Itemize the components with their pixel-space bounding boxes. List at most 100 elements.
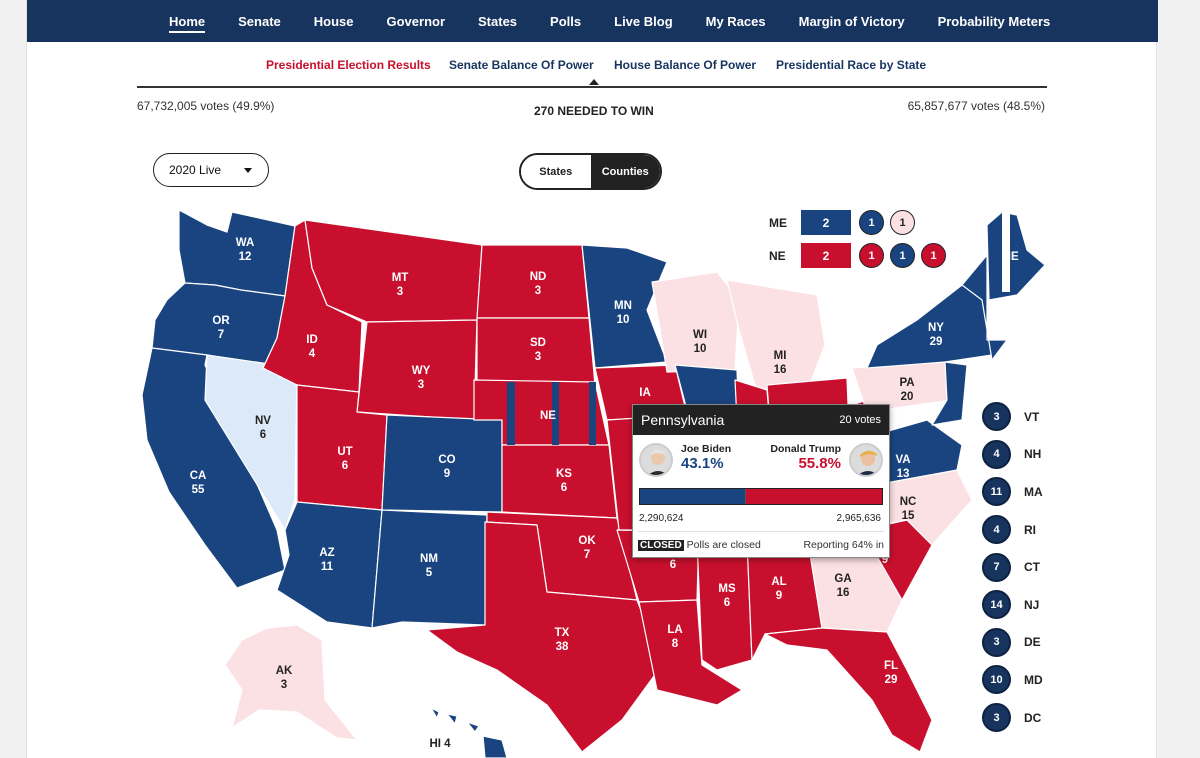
nav-house[interactable]: House bbox=[313, 13, 354, 29]
subnav-senate-balance[interactable]: Senate Balance Of Power bbox=[449, 58, 594, 72]
state-ak[interactable] bbox=[224, 624, 358, 741]
label-ut-abbr: UT bbox=[337, 446, 352, 458]
label-nv-abbr: NV bbox=[255, 415, 271, 427]
label-ak: AK 3 bbox=[276, 665, 293, 691]
electoral-progress-line bbox=[137, 79, 1047, 88]
label-mt: MT 3 bbox=[392, 272, 409, 298]
nav-governor[interactable]: Governor bbox=[386, 13, 446, 29]
label-nc-ev: 15 bbox=[902, 510, 915, 522]
label-ak-ev: 3 bbox=[281, 679, 287, 691]
bar-divider bbox=[745, 489, 747, 504]
small-state-ma[interactable]: 11 MA bbox=[982, 473, 1043, 511]
small-state-dc[interactable]: 3 DC bbox=[982, 699, 1043, 737]
rep-candidate-avatar bbox=[849, 443, 883, 477]
state-mt[interactable] bbox=[304, 219, 483, 323]
state-ks[interactable] bbox=[501, 444, 618, 519]
label-pa-ev: 20 bbox=[901, 391, 914, 403]
ne-statewide-box[interactable]: 2 bbox=[801, 243, 851, 268]
label-id-abbr: ID bbox=[306, 334, 318, 346]
ne-district-1 bbox=[507, 382, 515, 445]
small-state-md[interactable]: 10 MD bbox=[982, 661, 1043, 699]
small-state-de[interactable]: 3 DE bbox=[982, 624, 1043, 662]
small-state-abbr: DE bbox=[1024, 635, 1041, 650]
label-wy-abbr: WY bbox=[412, 365, 431, 377]
label-ok: OK 7 bbox=[578, 535, 596, 561]
ne-label: NE bbox=[769, 248, 786, 263]
label-mt-abbr: MT bbox=[392, 272, 409, 284]
subnav-race-by-state[interactable]: Presidential Race by State bbox=[776, 58, 927, 72]
small-state-vt[interactable]: 3 VT bbox=[982, 398, 1043, 436]
label-hi: HI 4 bbox=[429, 738, 451, 750]
label-co: CO 9 bbox=[438, 454, 455, 480]
small-state-nh[interactable]: 4 NH bbox=[982, 436, 1043, 474]
nav-my-races[interactable]: My Races bbox=[705, 13, 766, 29]
toggle-counties[interactable]: Counties bbox=[590, 155, 660, 188]
nav-live-blog[interactable]: Live Blog bbox=[614, 13, 673, 29]
label-ca: CA 55 bbox=[190, 470, 207, 496]
me-district-1[interactable]: 1 bbox=[859, 210, 884, 235]
me-statewide-box[interactable]: 2 bbox=[801, 210, 851, 235]
state-hi[interactable] bbox=[430, 707, 508, 758]
label-la-abbr: LA bbox=[667, 624, 682, 636]
state-new-england[interactable] bbox=[961, 254, 1008, 361]
small-state-nj[interactable]: 14 NJ bbox=[982, 586, 1043, 624]
label-va-ev: 13 bbox=[897, 468, 910, 480]
state-fl[interactable] bbox=[764, 627, 933, 753]
label-ga: GA 16 bbox=[834, 573, 851, 599]
nav-margin-of-victory[interactable]: Margin of Victory bbox=[798, 13, 905, 29]
closed-badge: CLOSED bbox=[638, 540, 684, 551]
nav-home[interactable]: Home bbox=[169, 13, 206, 33]
label-tx-abbr: TX bbox=[555, 627, 570, 639]
small-state-ev: 4 bbox=[982, 439, 1011, 469]
nav-probability-meters[interactable]: Probability Meters bbox=[937, 13, 1051, 29]
label-az-abbr: AZ bbox=[319, 547, 334, 559]
label-nd-abbr: ND bbox=[530, 271, 547, 283]
state-ca[interactable] bbox=[141, 347, 286, 589]
ne-district-3[interactable]: 1 bbox=[921, 243, 946, 268]
small-state-ri[interactable]: 4 RI bbox=[982, 511, 1043, 549]
ne-district-2[interactable]: 1 bbox=[890, 243, 915, 268]
person-icon bbox=[858, 450, 878, 475]
year-dropdown[interactable]: 2020 Live bbox=[153, 153, 269, 187]
small-state-abbr: NJ bbox=[1024, 597, 1040, 612]
label-fl-ev: 29 bbox=[885, 674, 898, 686]
label-al-ev: 9 bbox=[776, 590, 782, 602]
state-nj-md[interactable] bbox=[931, 361, 968, 426]
state-la[interactable] bbox=[638, 599, 743, 706]
state-wi[interactable] bbox=[651, 271, 740, 373]
label-pa-abbr: PA bbox=[899, 377, 914, 389]
nav-states[interactable]: States bbox=[478, 13, 518, 29]
subnav-house-balance[interactable]: House Balance Of Power bbox=[614, 58, 757, 72]
small-state-abbr: RI bbox=[1024, 522, 1036, 537]
state-nm[interactable] bbox=[371, 509, 488, 629]
small-state-ev: 4 bbox=[982, 515, 1011, 545]
state-tx[interactable] bbox=[426, 521, 663, 753]
label-sc: 9 bbox=[882, 554, 888, 566]
label-nd: ND 3 bbox=[530, 271, 547, 297]
label-az-ev: 11 bbox=[321, 561, 334, 573]
label-mn: MN 10 bbox=[614, 300, 632, 326]
toggle-states[interactable]: States bbox=[521, 155, 591, 188]
small-state-ev: 7 bbox=[982, 552, 1011, 582]
nav-senate[interactable]: Senate bbox=[238, 13, 281, 29]
small-state-ev: 10 bbox=[982, 665, 1011, 695]
label-wa: WA 12 bbox=[236, 237, 255, 263]
subnav-presidential-results[interactable]: Presidential Election Results bbox=[266, 58, 431, 72]
state-wa[interactable] bbox=[178, 209, 296, 297]
small-state-abbr: DC bbox=[1024, 710, 1042, 725]
label-or: OR 7 bbox=[212, 315, 230, 341]
label-ak-abbr: AK bbox=[276, 665, 293, 677]
label-co-ev: 9 bbox=[444, 468, 450, 480]
dem-popular-vote: 67,732,005 votes (49.9%) bbox=[137, 99, 275, 113]
label-fl-abbr: FL bbox=[884, 660, 898, 672]
ne-district-1[interactable]: 1 bbox=[859, 243, 884, 268]
me-district-2[interactable]: 1 bbox=[890, 210, 915, 235]
label-fl: FL 29 bbox=[884, 660, 898, 686]
nav-polls[interactable]: Polls bbox=[550, 13, 582, 29]
label-ga-abbr: GA bbox=[834, 573, 851, 585]
label-ar-ev: 6 bbox=[670, 559, 676, 571]
dem-candidate-name: Joe Biden bbox=[681, 443, 732, 455]
label-ny-abbr: NY bbox=[928, 322, 944, 334]
rep-candidate-pct: 55.8% bbox=[798, 455, 841, 472]
small-state-ct[interactable]: 7 CT bbox=[982, 548, 1043, 586]
